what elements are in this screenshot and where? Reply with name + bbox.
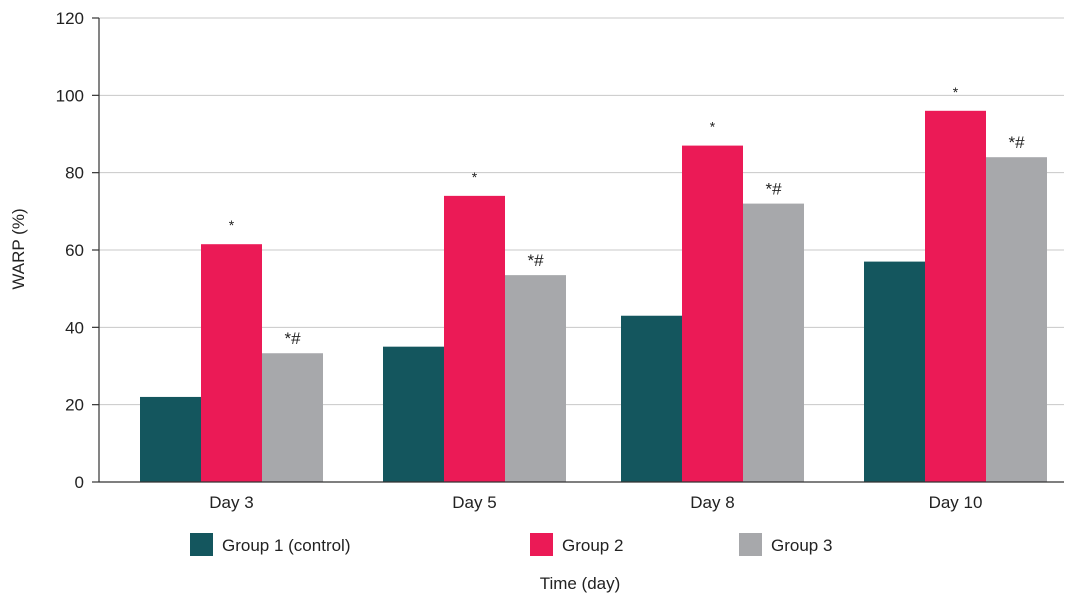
bar-3-4 xyxy=(986,157,1047,482)
bar-3-2 xyxy=(505,275,566,482)
bar-1-4 xyxy=(864,261,925,482)
y-axis-title: WARP (%) xyxy=(9,208,28,289)
legend-swatch xyxy=(190,533,213,556)
significance-annotations: * * * * *# *# *# *# xyxy=(229,84,1025,348)
y-tick-label: 40 xyxy=(65,318,84,337)
x-tick-label: Day 5 xyxy=(452,493,496,512)
legend-label: Group 3 xyxy=(771,536,832,555)
significance-label: *# xyxy=(284,329,301,348)
significance-label: * xyxy=(472,169,478,185)
bar-3-1 xyxy=(262,353,323,482)
x-tick-label: Day 8 xyxy=(690,493,734,512)
bar-2-2 xyxy=(444,195,505,482)
bar-3-3 xyxy=(743,203,804,482)
x-tick-label: Day 3 xyxy=(209,493,253,512)
x-axis-title: Time (day) xyxy=(540,574,621,593)
y-tick-label: 60 xyxy=(65,241,84,260)
legend: Group 1 (control) Group 2 Group 3 xyxy=(190,533,832,556)
significance-label: *# xyxy=(527,251,544,270)
bar-2-1 xyxy=(201,244,262,482)
x-tick-label: Day 10 xyxy=(929,493,983,512)
significance-label: *# xyxy=(1008,133,1025,152)
y-tick-label: 80 xyxy=(65,164,84,183)
legend-label: Group 2 xyxy=(562,536,623,555)
y-tick-label: 120 xyxy=(56,9,84,28)
significance-label: *# xyxy=(765,180,782,199)
significance-label: * xyxy=(953,84,959,100)
significance-label: * xyxy=(229,217,235,233)
bar-2-3 xyxy=(682,145,743,482)
y-tick-label: 0 xyxy=(75,473,84,492)
bars xyxy=(140,110,1047,483)
significance-label: * xyxy=(710,119,716,135)
legend-swatch xyxy=(739,533,762,556)
legend-swatch xyxy=(530,533,553,556)
bar-1-1 xyxy=(140,396,201,482)
bar-1-3 xyxy=(621,315,682,482)
bar-1-2 xyxy=(383,346,444,482)
y-tick-label: 100 xyxy=(56,86,84,105)
legend-label: Group 1 (control) xyxy=(222,536,351,555)
axes: 0 20 40 60 80 100 120 Day 3 Day 5 Day 8 Day 10 xyxy=(56,9,1064,512)
bar-2-4 xyxy=(925,110,986,483)
y-tick-label: 20 xyxy=(65,396,84,415)
